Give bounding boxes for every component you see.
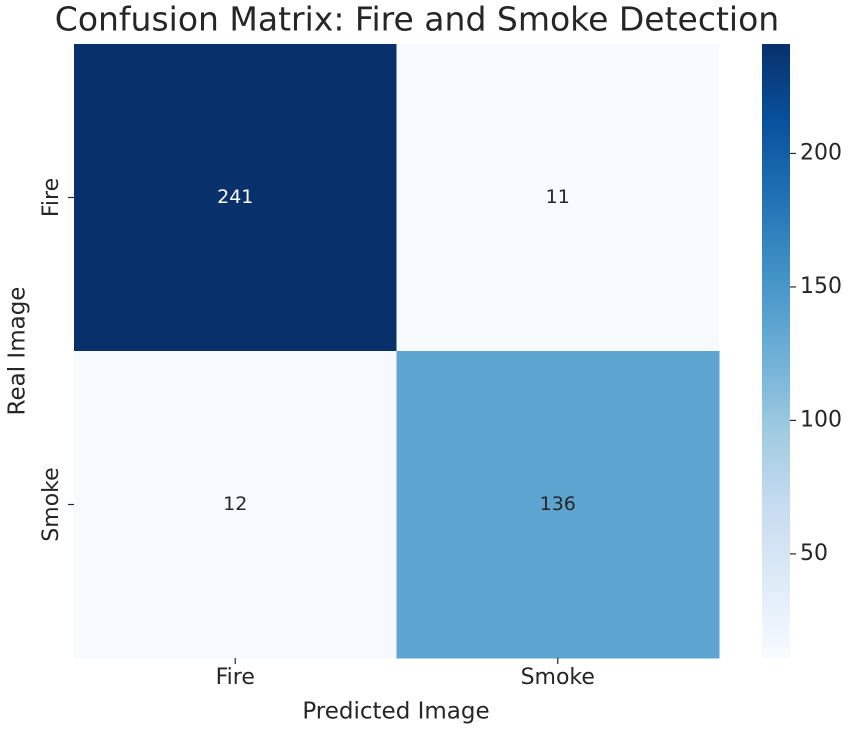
x-tick-label: Fire bbox=[216, 665, 255, 690]
colorbar-tick-label: 200 bbox=[800, 140, 842, 165]
colorbar bbox=[762, 44, 790, 658]
y-tick-label: Fire bbox=[39, 178, 64, 217]
colorbar-tick-label: 50 bbox=[800, 541, 828, 566]
y-tick-label: Smoke bbox=[39, 467, 64, 541]
x-tick-label: Smoke bbox=[521, 665, 595, 690]
heatmap-cell bbox=[74, 44, 397, 352]
cell-label: 12 bbox=[223, 493, 247, 515]
colorbar-tick-label: 100 bbox=[800, 407, 842, 432]
heatmap-cell bbox=[396, 351, 720, 659]
cell-label: 241 bbox=[217, 186, 253, 208]
heatmap-cell bbox=[74, 351, 397, 659]
cell-label: 11 bbox=[546, 186, 570, 208]
chart-title: Confusion Matrix: Fire and Smoke Detecti… bbox=[55, 0, 779, 39]
colorbar-tick-label: 150 bbox=[800, 274, 842, 299]
heatmap-cell bbox=[396, 44, 720, 352]
y-axis-label: Real Image bbox=[5, 287, 31, 416]
cell-label: 136 bbox=[540, 493, 576, 515]
x-axis-label: Predicted Image bbox=[302, 699, 489, 725]
